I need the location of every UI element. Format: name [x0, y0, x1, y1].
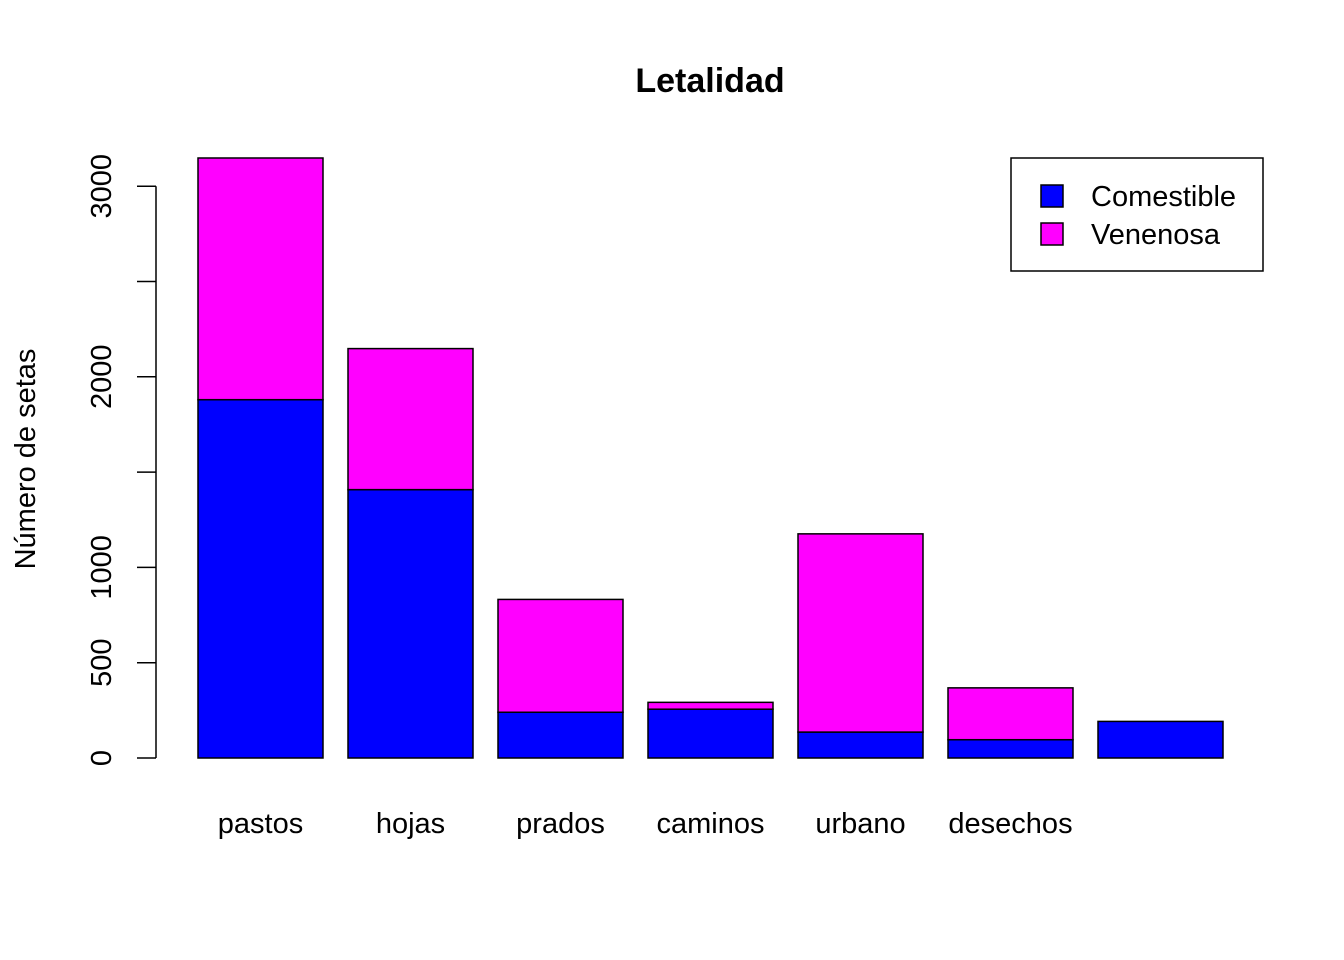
- x-tick-label: caminos: [657, 808, 765, 840]
- y-tick-label: 1000: [86, 535, 118, 600]
- bar-segment: [197, 398, 324, 759]
- chart-title: Letalidad: [635, 62, 784, 100]
- y-tick-label: 3000: [86, 154, 118, 219]
- legend: Comestible Venenosa: [1010, 157, 1264, 272]
- legend-swatch: [1040, 222, 1064, 246]
- bar-segment: [347, 347, 474, 491]
- y-tick-label: 2000: [86, 345, 118, 410]
- legend-box: [1010, 157, 1264, 272]
- legend-label: Comestible: [1091, 181, 1236, 213]
- y-tick-label: 500: [86, 639, 118, 687]
- bar-segment: [647, 701, 774, 710]
- bar-segment: [947, 738, 1074, 759]
- y-axis-label: Número de setas: [10, 349, 42, 570]
- bar-segment: [497, 598, 624, 714]
- x-tick-label: pastos: [218, 808, 303, 840]
- bar-segment: [797, 731, 924, 759]
- x-tick-labels: pastos hojas prados caminos urbano desechos: [218, 808, 1073, 840]
- bars: [197, 157, 1224, 759]
- y-tick-label: 0: [86, 750, 118, 766]
- x-tick-label: prados: [516, 808, 605, 840]
- legend-label: Venenosa: [1091, 219, 1221, 251]
- x-tick-label: hojas: [376, 808, 445, 840]
- bar-segment: [947, 687, 1074, 741]
- bar-segment: [1097, 720, 1224, 759]
- bar-segment: [797, 533, 924, 733]
- x-tick-label: urbano: [815, 808, 905, 840]
- bar-segment: [497, 711, 624, 759]
- legend-swatch: [1040, 184, 1064, 208]
- y-axis: 0 500 1000 2000 3000: [86, 154, 157, 766]
- bar-segment: [197, 157, 324, 401]
- bar-segment: [347, 488, 474, 759]
- x-tick-label: desechos: [948, 808, 1072, 840]
- bar-segment: [647, 708, 774, 759]
